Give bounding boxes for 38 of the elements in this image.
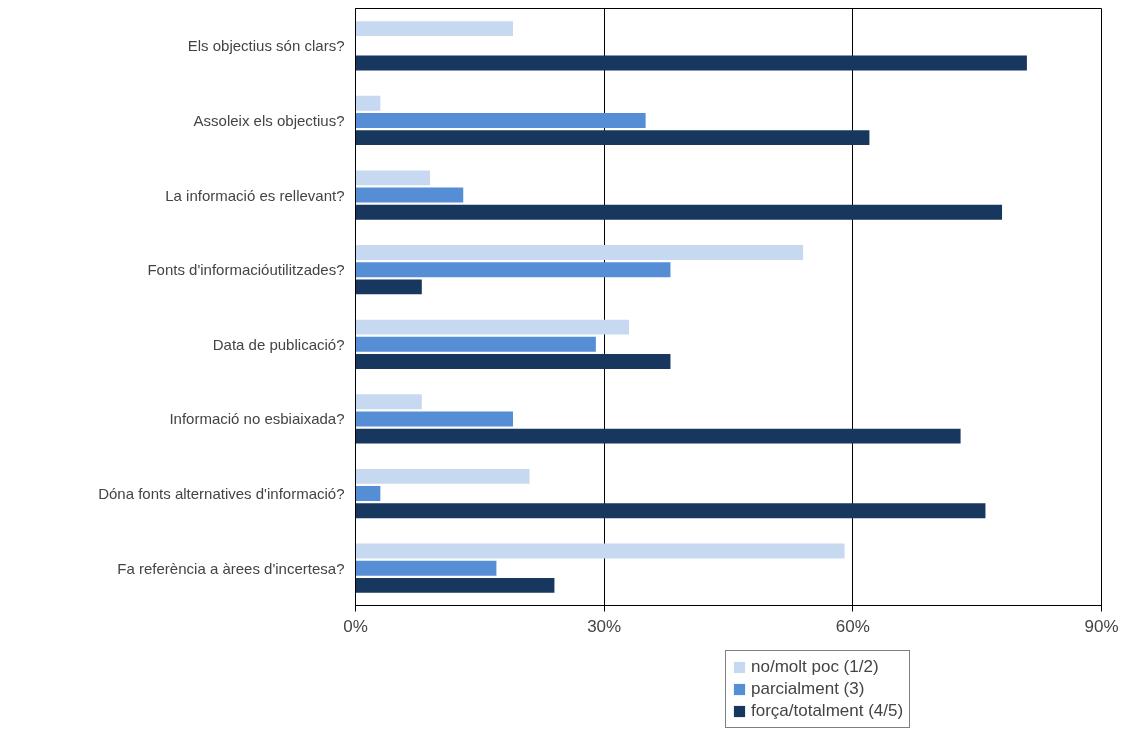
y-tick-label: Fa referència a àrees d'incertesa? [117,559,345,577]
bar [355,170,431,186]
y-tick-label: Els objectius són clars? [187,37,345,55]
bar [355,262,671,278]
x-tick-label: 60% [835,616,870,636]
y-tick-label: Fonts d'informacióutilitzades? [147,261,345,279]
bar [355,55,1027,71]
bar [355,560,497,576]
y-tick-label: Data de publicació? [212,335,345,353]
bar [355,130,870,146]
bar [355,245,804,260]
y-tick-label: La informació es rellevant? [165,186,345,204]
y-tick-label: Informació no esbiaixada? [169,410,345,428]
x-tick-label: 30% [587,616,622,636]
x-tick-label: 0% [343,616,368,636]
y-tick-label: Assoleix els objectius? [193,111,345,129]
bar [355,468,530,484]
x-tick-label: 90% [1084,616,1119,636]
bar [355,577,555,593]
bar [355,428,961,444]
bar [355,486,381,502]
legend-label: parcialment (3) [751,679,865,699]
bar [355,503,986,519]
bar [355,411,513,427]
bar [355,336,596,352]
bar [355,394,422,410]
bar [355,21,513,37]
bar [355,279,422,295]
bar [355,95,381,111]
bar [355,112,646,128]
bar [355,543,845,559]
bar [355,204,1003,220]
bar [355,319,630,335]
bar [355,187,464,203]
y-tick-label: Dóna fonts alternatives d'informació? [98,485,345,503]
legend-label: no/molt poc (1/2) [751,657,879,677]
legend-label: força/totalment (4/5) [751,701,904,721]
bar [355,354,671,369]
